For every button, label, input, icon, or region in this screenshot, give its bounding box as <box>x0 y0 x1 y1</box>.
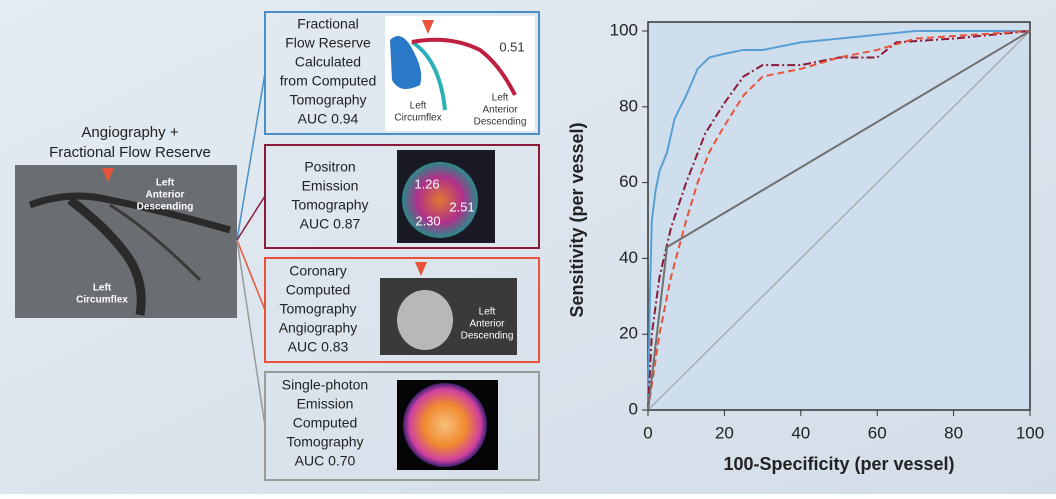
panel-text: Emission <box>297 396 354 412</box>
panel-text: Calculated <box>295 54 361 70</box>
panel-title: Angiography + <box>81 124 178 141</box>
image-label: Descending <box>474 117 527 128</box>
x-tick-label: 80 <box>944 423 963 442</box>
panel-text: AUC 0.94 <box>298 111 359 127</box>
panel-text: AUC 0.83 <box>288 339 349 355</box>
panel-text: Computed <box>286 282 351 298</box>
image-label: Anterior <box>482 105 518 116</box>
image-label: Left <box>156 178 175 189</box>
x-tick-label: 20 <box>715 423 734 442</box>
panel-text: Tomography <box>289 92 366 108</box>
y-axis-title: Sensitivity (per vessel) <box>567 122 587 317</box>
figure: Angiography + Fractional Flow Reserve Left… <box>0 0 1056 494</box>
panel-title: Fractional Flow Reserve <box>49 144 211 161</box>
y-tick-label: 100 <box>610 20 638 39</box>
x-axis-title: 100-Specificity (per vessel) <box>723 454 954 474</box>
panel-text: from Computed <box>280 73 376 89</box>
image-label: 1.26 <box>414 176 439 191</box>
image-label: Left <box>492 93 509 104</box>
panel-text: AUC 0.87 <box>300 216 361 232</box>
image-label: Anterior <box>146 190 185 201</box>
y-tick-label: 40 <box>619 248 638 267</box>
image-label: Left <box>479 307 496 318</box>
panel-text: Coronary <box>289 263 347 279</box>
x-tick-label: 0 <box>643 423 652 442</box>
panel-text: AUC 0.70 <box>295 453 356 469</box>
y-tick-label: 80 <box>619 96 638 115</box>
y-tick-label: 20 <box>619 324 638 343</box>
image-label: Anterior <box>469 319 505 330</box>
panel-text: Positron <box>304 159 355 175</box>
y-tick-label: 60 <box>619 172 638 191</box>
plot-area <box>648 22 1030 410</box>
panel-text: Angiography <box>279 320 358 336</box>
x-tick-label: 60 <box>868 423 887 442</box>
panel-text: Tomography <box>286 434 363 450</box>
image-label: 0.51 <box>499 39 524 54</box>
panel-text: Single-photon <box>282 377 368 393</box>
image-label: Circumflex <box>76 295 128 306</box>
x-tick-label: 100 <box>1016 423 1044 442</box>
image-label: Descending <box>137 202 194 213</box>
image-label: Descending <box>461 331 514 342</box>
panel-text: Tomography <box>291 197 368 213</box>
panel-text: Computed <box>293 415 358 431</box>
image-label: Circumflex <box>394 113 441 124</box>
image-label: Left <box>93 283 112 294</box>
panel-text: Fractional <box>297 16 358 32</box>
image-label: 2.51 <box>449 199 474 214</box>
image-label: Left <box>410 101 427 112</box>
panel-text: Flow Reserve <box>285 35 371 51</box>
y-tick-label: 0 <box>629 399 638 418</box>
panel-text: Tomography <box>279 301 356 317</box>
panel-text: Emission <box>302 178 359 194</box>
image-label: 2.30 <box>415 213 440 228</box>
x-tick-label: 40 <box>791 423 810 442</box>
